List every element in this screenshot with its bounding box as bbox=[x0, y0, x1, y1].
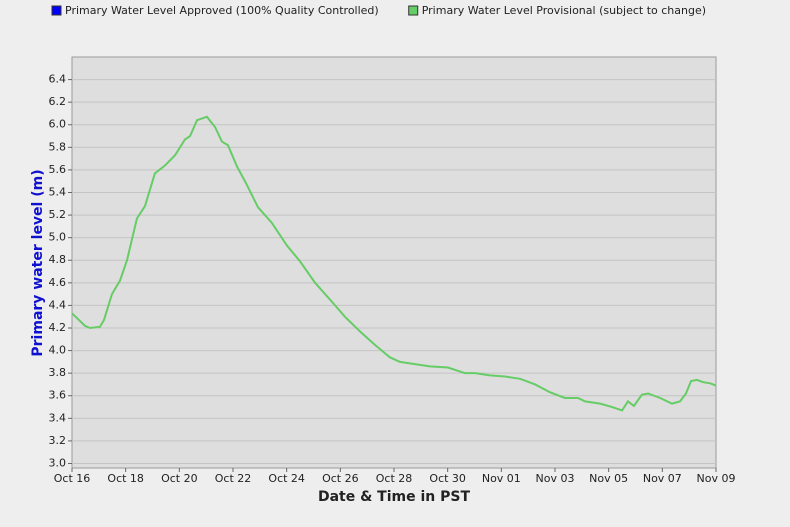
y-tick-label: 3.4 bbox=[49, 411, 67, 424]
x-tick-label: Oct 22 bbox=[215, 472, 252, 485]
x-tick-label: Nov 03 bbox=[536, 472, 575, 485]
y-tick-label: 4.2 bbox=[49, 321, 67, 334]
y-tick-label: 5.8 bbox=[49, 140, 67, 153]
x-tick-label: Nov 01 bbox=[482, 472, 521, 485]
x-tick-label: Oct 26 bbox=[322, 472, 359, 485]
legend-swatch bbox=[51, 5, 62, 16]
y-axis-title: Primary water level (m) bbox=[30, 169, 46, 356]
y-tick-label: 4.6 bbox=[49, 276, 67, 289]
y-tick-label: 3.8 bbox=[49, 366, 67, 379]
y-tick-label: 5.2 bbox=[49, 208, 67, 221]
y-tick-label: 6.4 bbox=[49, 73, 67, 86]
x-tick-label: Oct 20 bbox=[161, 472, 198, 485]
x-tick-label: Nov 07 bbox=[643, 472, 682, 485]
legend-label: Primary Water Level Approved (100% Quali… bbox=[65, 4, 379, 17]
y-tick-label: 3.2 bbox=[49, 434, 67, 447]
x-tick-label: Oct 16 bbox=[54, 472, 91, 485]
legend-swatch bbox=[408, 5, 419, 16]
y-tick-label: 3.0 bbox=[49, 456, 67, 469]
y-tick-label: 4.0 bbox=[49, 344, 67, 357]
y-tick-label: 6.0 bbox=[49, 118, 67, 131]
y-tick-label: 3.6 bbox=[49, 389, 67, 402]
x-tick-label: Oct 30 bbox=[429, 472, 466, 485]
y-tick-label: 5.6 bbox=[49, 163, 67, 176]
plot-area bbox=[71, 56, 717, 469]
y-tick-label: 5.4 bbox=[49, 185, 67, 198]
data-line bbox=[71, 115, 717, 412]
x-axis-title: Date & Time in PST bbox=[318, 489, 471, 505]
x-tick-label: Oct 18 bbox=[107, 472, 144, 485]
x-tick-label: Oct 28 bbox=[376, 472, 413, 485]
y-tick-label: 4.4 bbox=[49, 298, 67, 311]
legend-label: Primary Water Level Provisional (subject… bbox=[422, 4, 706, 17]
y-tick-label: 5.0 bbox=[49, 231, 67, 244]
y-tick-label: 4.8 bbox=[49, 253, 67, 266]
x-tick-label: Nov 09 bbox=[697, 472, 736, 485]
x-tick-label: Nov 05 bbox=[589, 472, 628, 485]
y-tick-label: 6.2 bbox=[49, 95, 67, 108]
x-tick-label: Oct 24 bbox=[268, 472, 305, 485]
